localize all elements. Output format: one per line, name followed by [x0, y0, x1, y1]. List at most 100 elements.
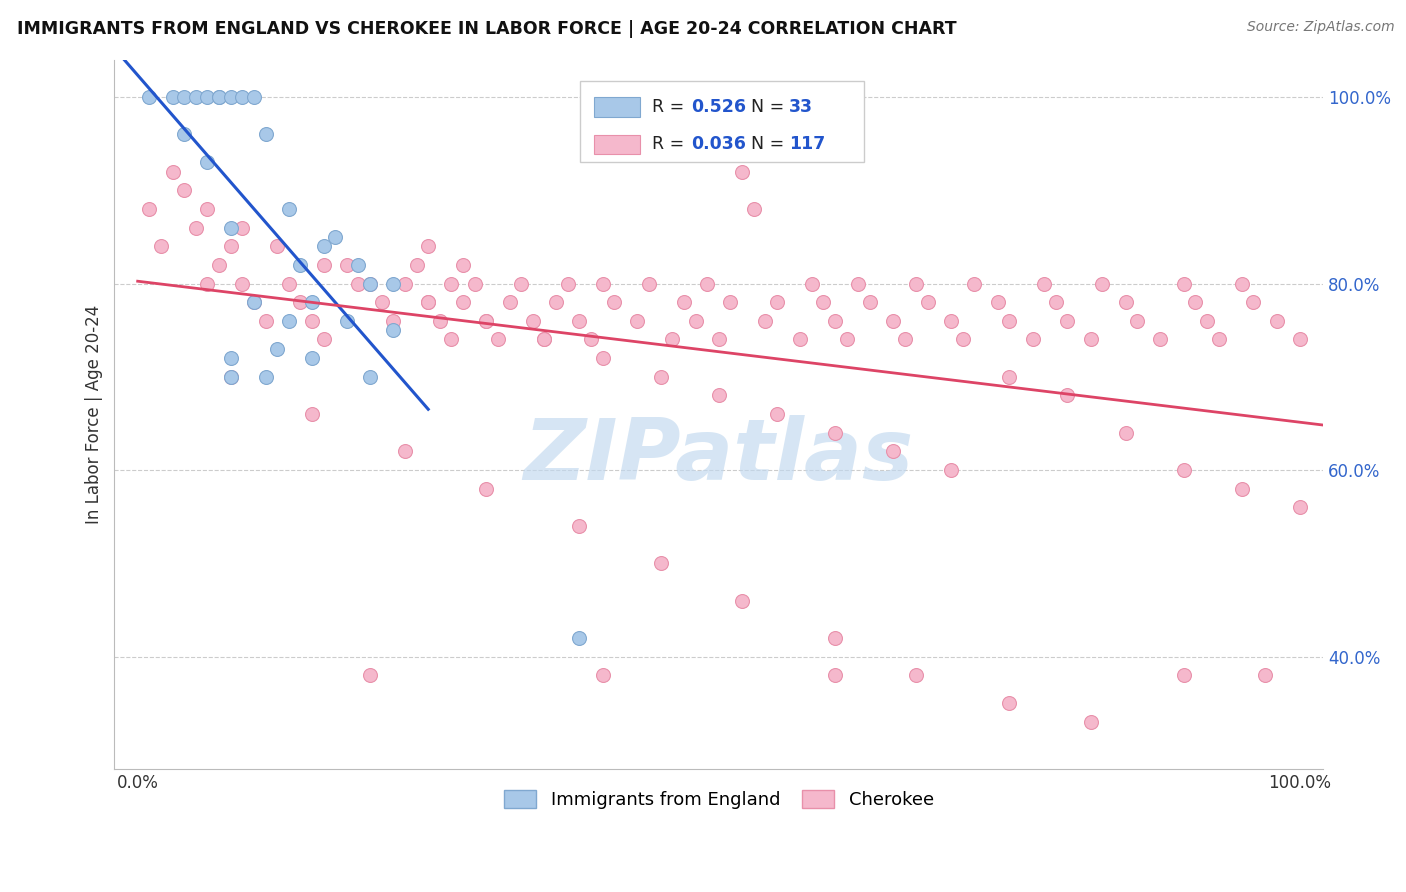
- Text: 117: 117: [789, 136, 825, 153]
- Point: [394, 444, 416, 458]
- Point: [707, 333, 730, 347]
- Point: [347, 277, 370, 291]
- Point: [208, 90, 231, 104]
- Point: [1149, 333, 1171, 347]
- Point: [998, 696, 1021, 710]
- Point: [1289, 500, 1312, 515]
- Point: [418, 295, 440, 310]
- Point: [1115, 295, 1137, 310]
- Point: [522, 314, 544, 328]
- Point: [882, 314, 904, 328]
- Point: [254, 369, 277, 384]
- Point: [208, 258, 231, 272]
- Point: [486, 333, 509, 347]
- Point: [370, 295, 392, 310]
- Point: [440, 277, 463, 291]
- Point: [1056, 314, 1078, 328]
- Text: Source: ZipAtlas.com: Source: ZipAtlas.com: [1247, 20, 1395, 34]
- Point: [464, 277, 486, 291]
- Point: [301, 314, 323, 328]
- Point: [1289, 333, 1312, 347]
- Point: [603, 295, 626, 310]
- Point: [533, 333, 555, 347]
- Point: [219, 351, 242, 366]
- Point: [766, 295, 789, 310]
- Point: [661, 333, 683, 347]
- Point: [197, 202, 219, 216]
- Point: [173, 183, 195, 197]
- Point: [219, 369, 242, 384]
- Point: [592, 668, 614, 682]
- Point: [835, 333, 858, 347]
- Text: N =: N =: [751, 136, 790, 153]
- Point: [846, 277, 869, 291]
- Point: [243, 295, 266, 310]
- Point: [905, 277, 928, 291]
- Point: [824, 668, 846, 682]
- Point: [498, 295, 520, 310]
- Point: [184, 220, 207, 235]
- Text: R =: R =: [652, 98, 690, 116]
- Point: [638, 277, 661, 291]
- Point: [359, 369, 381, 384]
- Point: [197, 90, 219, 104]
- Point: [138, 90, 160, 104]
- Point: [731, 164, 754, 178]
- Point: [1254, 668, 1277, 682]
- Point: [405, 258, 427, 272]
- Point: [312, 239, 335, 253]
- Text: ZIPatlas: ZIPatlas: [523, 415, 914, 498]
- Point: [905, 668, 928, 682]
- Point: [359, 668, 381, 682]
- Legend: Immigrants from England, Cherokee: Immigrants from England, Cherokee: [496, 782, 941, 816]
- Point: [882, 444, 904, 458]
- Point: [568, 314, 591, 328]
- Point: [382, 314, 405, 328]
- Point: [266, 239, 288, 253]
- Point: [824, 425, 846, 440]
- Point: [685, 314, 707, 328]
- FancyBboxPatch shape: [595, 97, 640, 117]
- Point: [394, 277, 416, 291]
- Point: [1184, 295, 1206, 310]
- Point: [987, 295, 1010, 310]
- Point: [440, 333, 463, 347]
- Text: N =: N =: [751, 98, 790, 116]
- Point: [533, 333, 555, 347]
- Point: [138, 202, 160, 216]
- Y-axis label: In Labor Force | Age 20-24: In Labor Force | Age 20-24: [86, 304, 103, 524]
- Point: [824, 631, 846, 645]
- Point: [301, 407, 323, 421]
- Point: [998, 314, 1021, 328]
- Point: [475, 314, 498, 328]
- Point: [312, 258, 335, 272]
- Point: [301, 351, 323, 366]
- Point: [696, 277, 718, 291]
- Point: [475, 482, 498, 496]
- Point: [1033, 277, 1056, 291]
- Point: [544, 295, 567, 310]
- Point: [859, 295, 882, 310]
- Point: [1021, 333, 1043, 347]
- Point: [347, 258, 370, 272]
- Point: [219, 90, 242, 104]
- Point: [766, 407, 789, 421]
- Point: [277, 277, 299, 291]
- Point: [1091, 277, 1114, 291]
- Point: [173, 90, 195, 104]
- Point: [1080, 714, 1102, 729]
- Point: [277, 202, 299, 216]
- Point: [290, 258, 312, 272]
- Point: [323, 230, 346, 244]
- Point: [418, 239, 440, 253]
- Point: [266, 342, 288, 356]
- Point: [1173, 277, 1195, 291]
- Point: [277, 314, 299, 328]
- Point: [579, 333, 602, 347]
- Point: [731, 593, 754, 607]
- Point: [1230, 277, 1253, 291]
- Point: [917, 295, 939, 310]
- Point: [418, 295, 440, 310]
- Point: [336, 314, 359, 328]
- Point: [208, 90, 231, 104]
